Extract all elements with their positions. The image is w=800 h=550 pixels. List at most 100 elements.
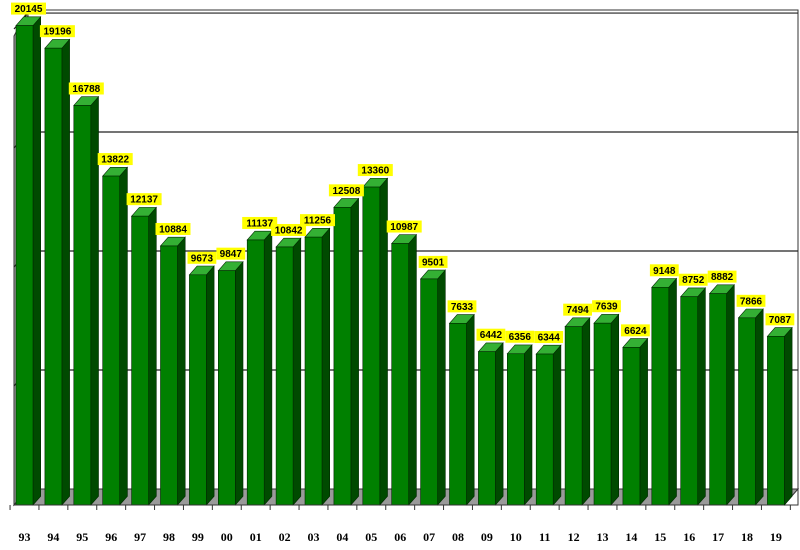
- bar-front: [593, 322, 612, 506]
- x-tick-label: 03: [308, 530, 320, 544]
- x-tick-label: 12: [568, 530, 580, 544]
- data-label: 7866: [736, 294, 766, 307]
- bar-front: [506, 353, 525, 506]
- bar-front: [767, 336, 785, 506]
- bar-18: [737, 308, 764, 506]
- bar-front: [131, 215, 149, 506]
- data-label-bg: [242, 216, 278, 229]
- data-label: 12508: [328, 184, 364, 197]
- bar-09: [477, 342, 504, 506]
- bar-side: [523, 344, 533, 506]
- data-label: 11137: [242, 216, 278, 229]
- data-label: 12137: [126, 193, 162, 206]
- data-label-text: 9847: [220, 249, 243, 260]
- data-label-bg: [155, 222, 191, 235]
- x-tick-label: 04: [336, 530, 348, 544]
- data-label-bg: [765, 313, 795, 326]
- data-label: 9673: [187, 251, 217, 264]
- bar-95: [73, 95, 100, 506]
- data-label-bg: [592, 300, 621, 313]
- data-label: 13822: [97, 153, 133, 166]
- bar-side: [495, 342, 504, 506]
- data-label-bg: [271, 223, 307, 236]
- data-label-text: 7866: [740, 296, 763, 307]
- data-label: 6442: [476, 328, 506, 341]
- x-tick-label: 00: [221, 530, 233, 544]
- bar-front: [680, 296, 699, 506]
- data-label-bg: [534, 331, 564, 344]
- data-label-bg: [216, 247, 246, 260]
- data-label-bg: [11, 2, 46, 15]
- data-label-text: 9501: [422, 257, 445, 268]
- data-label-bg: [563, 303, 592, 316]
- bar-front: [420, 278, 438, 506]
- data-label-bg: [386, 220, 422, 233]
- data-label: 9847: [216, 247, 246, 260]
- bar-11: [535, 344, 562, 506]
- x-tick-label: 01: [250, 530, 262, 544]
- bar-side: [321, 227, 331, 506]
- data-label-bg: [68, 82, 104, 95]
- data-label-bg: [707, 270, 737, 283]
- bar-front: [535, 353, 554, 506]
- bar-13: [593, 313, 620, 506]
- bar-12: [564, 317, 591, 506]
- data-label-bg: [126, 193, 162, 206]
- data-label-text: 7639: [595, 302, 618, 313]
- data-label-text: 16788: [72, 84, 100, 95]
- bar-side: [292, 237, 302, 506]
- data-label-bg: [447, 300, 477, 313]
- bar-front: [44, 47, 63, 506]
- data-label: 6624: [621, 324, 650, 337]
- data-label-text: 9148: [653, 266, 676, 277]
- bar-front: [15, 25, 34, 506]
- bar-side: [639, 337, 648, 506]
- bar-front: [738, 317, 756, 506]
- bar-97: [130, 206, 157, 506]
- bar-front: [160, 245, 178, 506]
- bar-side: [119, 166, 128, 506]
- data-label-text: 10884: [159, 224, 187, 235]
- data-label: 11256: [300, 214, 335, 227]
- data-label-text: 6344: [538, 333, 561, 344]
- x-tick-label: 97: [134, 530, 146, 544]
- bar-side: [206, 265, 215, 506]
- bar-front: [478, 351, 496, 506]
- data-label: 10884: [155, 222, 191, 235]
- data-label-bg: [476, 328, 506, 341]
- bar-00: [217, 261, 244, 506]
- bar-side: [148, 206, 157, 506]
- bar-front: [391, 243, 410, 506]
- x-tick-label: 07: [423, 530, 435, 544]
- data-label: 20145: [11, 2, 46, 15]
- x-tick-label: 15: [654, 530, 666, 544]
- bars: [15, 15, 793, 506]
- x-tick-label: 11: [539, 530, 550, 544]
- data-label-bg: [649, 264, 679, 277]
- data-label: 9501: [418, 255, 448, 268]
- bar-93: [15, 15, 42, 506]
- data-label-text: 12508: [332, 186, 360, 197]
- bar-side: [581, 317, 591, 506]
- bar-front: [333, 207, 352, 506]
- bar-front: [218, 270, 236, 506]
- bar-side: [726, 284, 735, 506]
- data-labels: 20145 19196 16788 13822 12137 10884 9673 9847 11…: [11, 2, 795, 344]
- data-label-bg: [39, 25, 75, 38]
- x-axis-tick-labels: 93 94 95 96 97 98 99 00 01 02 03 04 05 06 07 08 09 10 11 12…: [9, 504, 791, 544]
- bar-front: [564, 326, 583, 506]
- bar-side: [177, 236, 186, 506]
- bar-side: [235, 261, 244, 506]
- data-label-bg: [187, 251, 217, 264]
- bar-side: [466, 313, 475, 506]
- data-label-text: 13360: [361, 166, 389, 177]
- data-label-text: 12137: [130, 195, 158, 206]
- data-label-bg: [418, 255, 448, 268]
- bar-front: [189, 274, 207, 506]
- data-label-text: 6442: [480, 330, 503, 341]
- bar-16: [680, 287, 707, 506]
- bar-04: [333, 197, 360, 506]
- bar-front: [73, 105, 92, 506]
- data-label-text: 19196: [43, 27, 71, 38]
